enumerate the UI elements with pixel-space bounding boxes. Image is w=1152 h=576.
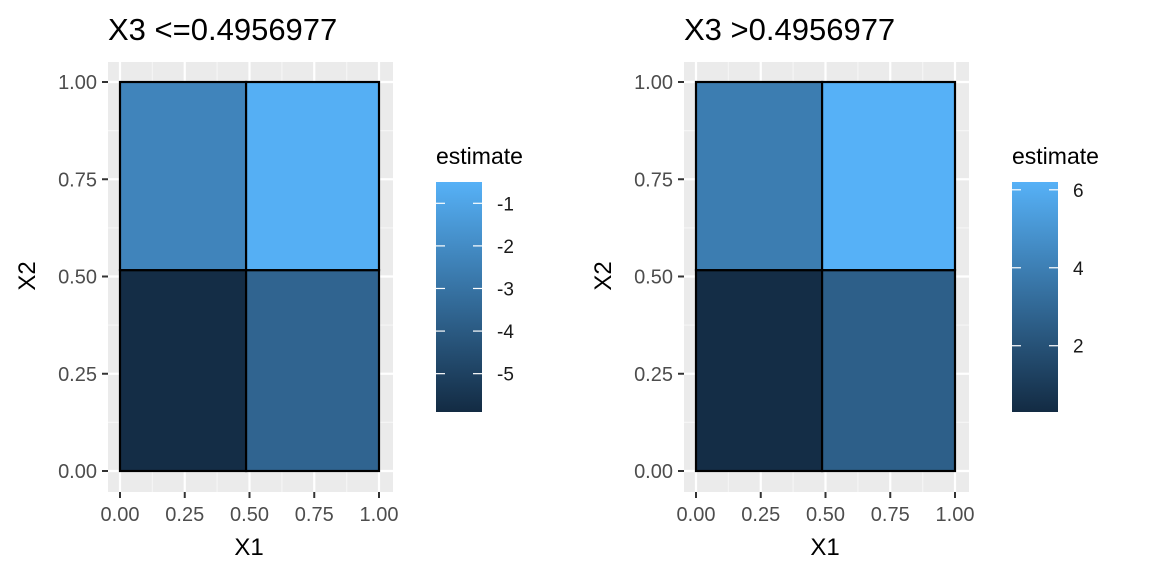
x-tick-label: 1.00: [360, 504, 399, 526]
y-tick-label: 0.75: [634, 169, 673, 191]
legend-tick-label: -3: [497, 279, 514, 300]
y-axis-title: X2: [590, 261, 617, 290]
y-tick-label: 0.50: [58, 267, 97, 289]
x-tick-label: 0.00: [101, 504, 140, 526]
legend-tick-label: -4: [497, 322, 514, 343]
heatmap-panel-left: X3 <=0.4956977 X1 X2 estimate 0.00 0.25 0.…: [14, 12, 523, 561]
legend-tick-label: 4: [1073, 259, 1084, 280]
legend-colorbar: [436, 182, 482, 412]
y-tick-label: 1.00: [58, 72, 97, 94]
legend-tick-label: 2: [1073, 337, 1084, 358]
legend-tick-label: 6: [1073, 181, 1084, 202]
legend-tick-label: -2: [497, 237, 514, 258]
x-tick-label: 1.00: [936, 504, 975, 526]
heatmap-cell-0: [694, 269, 824, 473]
x-tick-label: 0.00: [677, 504, 716, 526]
x-axis-title: X1: [234, 534, 263, 561]
y-tick-label: 0.50: [634, 267, 673, 289]
x-axis-title: X1: [810, 534, 839, 561]
chart-title: X3 >0.4956977: [684, 12, 895, 47]
y-tick-label: 0.00: [634, 461, 673, 483]
x-tick-label: 0.25: [165, 504, 204, 526]
legend-title: estimate: [1012, 143, 1099, 169]
legend-colorbar: [1012, 182, 1058, 412]
heatmap-cell-2: [118, 80, 248, 272]
y-tick-label: 0.25: [58, 364, 97, 386]
chart-title: X3 <=0.4956977: [108, 12, 337, 47]
y-axis-title: X2: [14, 261, 41, 290]
y-tick-label: 0.75: [58, 169, 97, 191]
heatmap-panel-right: X3 >0.4956977 X1 X2 estimate 0.00 0.25 0.5…: [590, 12, 1099, 561]
heatmap-cell-0: [118, 269, 248, 473]
x-tick-label: 0.75: [295, 504, 334, 526]
x-tick-label: 0.50: [230, 504, 269, 526]
heatmap-cell-1: [244, 269, 381, 473]
legend-title: estimate: [436, 143, 523, 169]
legend-tick-label: -5: [497, 365, 514, 386]
x-tick-label: 0.25: [741, 504, 780, 526]
heatmap-cell-2: [694, 80, 824, 272]
legend-tick-label: -1: [497, 194, 514, 215]
x-tick-label: 0.50: [806, 504, 845, 526]
heatmap-cell-3: [820, 80, 957, 272]
y-tick-label: 0.00: [58, 461, 97, 483]
heatmap-cell-1: [820, 269, 957, 473]
y-tick-label: 0.25: [634, 364, 673, 386]
y-tick-label: 1.00: [634, 72, 673, 94]
x-tick-label: 0.75: [871, 504, 910, 526]
heatmap-cell-3: [244, 80, 381, 272]
